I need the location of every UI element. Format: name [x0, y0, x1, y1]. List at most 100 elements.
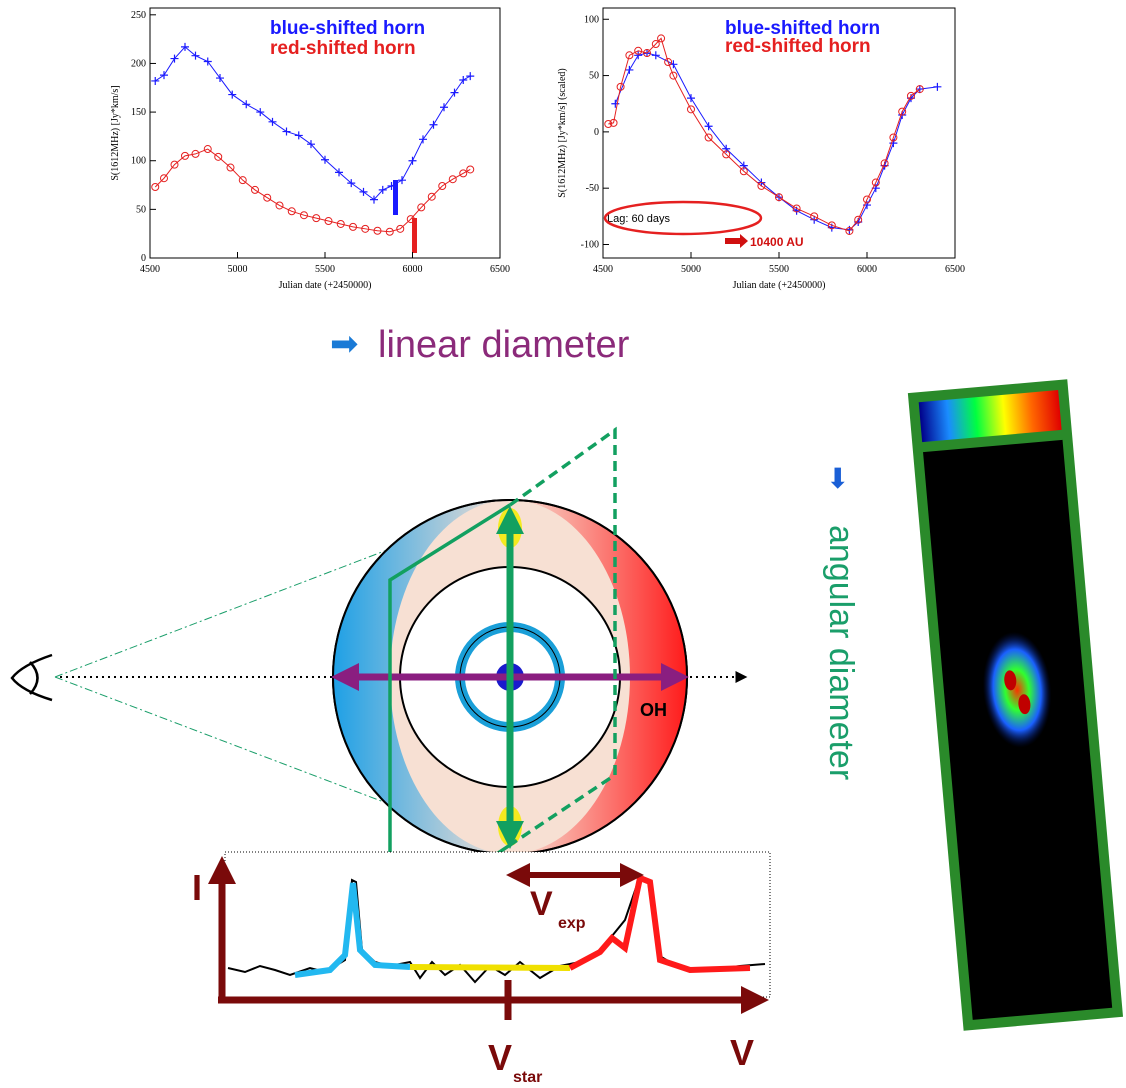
marker	[214, 152, 223, 161]
plot: 4500 5000 5500 6000 6500 0 50 100 150 200 250 Julia…	[110, 7, 510, 291]
marker	[651, 40, 660, 49]
marker	[657, 34, 666, 43]
lag-arrow	[725, 234, 748, 248]
marker	[216, 74, 224, 83]
y-tick-label: 200	[131, 58, 146, 69]
marker	[616, 82, 625, 91]
x-tick-label: 5500	[315, 264, 335, 275]
x-axis-label: Julian date (+2450000)	[733, 280, 826, 291]
v-label: V	[730, 1032, 754, 1073]
i-label: I	[192, 867, 202, 908]
marker	[664, 58, 673, 67]
marker	[242, 100, 251, 109]
y-tick-label: 50	[136, 204, 146, 215]
y-axis-label: S(1612MHz) [Jy*km/s] (scaled)	[557, 68, 568, 197]
arrow-icon: ➡	[330, 325, 359, 363]
marker	[373, 226, 382, 235]
marker	[359, 187, 368, 196]
marker	[287, 207, 296, 216]
marker	[370, 195, 378, 204]
marker	[687, 94, 695, 103]
legend-entry: red-shifted horn	[725, 36, 871, 57]
marker	[203, 57, 212, 66]
marker	[349, 222, 357, 231]
marker	[448, 175, 457, 184]
marker	[160, 71, 168, 80]
marker	[651, 51, 660, 60]
marker	[669, 71, 678, 80]
spectrum-yellow	[409, 964, 571, 971]
marker	[827, 221, 836, 230]
red-hemisphere	[510, 500, 687, 854]
marker	[450, 88, 459, 97]
marker	[634, 46, 643, 55]
marker	[880, 159, 889, 168]
marker	[275, 201, 284, 210]
marker	[294, 131, 303, 140]
marker	[251, 185, 259, 194]
marker	[625, 65, 634, 74]
y-tick-label: -100	[581, 239, 599, 250]
marker	[387, 182, 396, 191]
marker	[792, 204, 801, 213]
x-tick-label: 6000	[403, 264, 423, 275]
blue-hemisphere	[333, 500, 510, 854]
marker	[170, 54, 179, 63]
marker	[378, 185, 387, 194]
x-axis-label: Julian date (+2450000)	[279, 280, 372, 291]
marker	[307, 140, 315, 149]
y-axis-label: S(1612MHz) [Jy*km/s]	[110, 85, 121, 180]
marker	[854, 215, 863, 224]
marker	[739, 167, 748, 176]
series-line	[154, 46, 471, 201]
series-line	[154, 148, 471, 233]
marker	[324, 217, 333, 226]
marker	[406, 215, 415, 224]
au-text: 10400 AU	[750, 235, 804, 249]
legend-entry: red-shifted horn	[270, 38, 416, 59]
marker	[845, 226, 854, 235]
marker	[226, 163, 235, 172]
vstar-label: V	[488, 1037, 512, 1078]
marker	[181, 151, 189, 160]
marker	[256, 108, 265, 117]
y-tick-label: 100	[131, 156, 146, 167]
marker	[625, 51, 634, 60]
arrow-icon: ⬇	[826, 463, 849, 494]
marker	[336, 219, 345, 228]
angular-label: angular diameter	[822, 525, 860, 780]
marker	[722, 150, 731, 159]
marker	[687, 105, 695, 114]
marker	[191, 149, 200, 158]
marker	[312, 214, 321, 223]
marker	[151, 76, 160, 85]
marker	[611, 99, 620, 108]
marker	[863, 195, 871, 204]
marker	[385, 227, 394, 236]
vexp-label: V	[530, 885, 553, 923]
marker	[396, 224, 405, 233]
marker	[429, 120, 438, 129]
marker	[438, 182, 447, 191]
marker	[160, 174, 168, 183]
marker	[300, 211, 308, 220]
marker	[203, 145, 212, 154]
marker	[889, 133, 898, 142]
x-tick-label: 5000	[681, 264, 701, 275]
marker	[757, 181, 766, 190]
marker	[634, 51, 643, 60]
lag-ellipse	[603, 200, 763, 236]
eye	[10, 653, 53, 702]
x-tick-label: 5500	[769, 264, 789, 275]
marker	[361, 224, 370, 233]
marker	[282, 127, 291, 136]
marker	[609, 118, 618, 127]
oh-label: OH	[640, 700, 667, 720]
marker	[408, 156, 417, 165]
marker	[459, 169, 468, 178]
marker	[347, 179, 356, 188]
marker	[704, 133, 713, 142]
spectrum-blue	[294, 882, 411, 978]
series-line	[608, 37, 921, 232]
